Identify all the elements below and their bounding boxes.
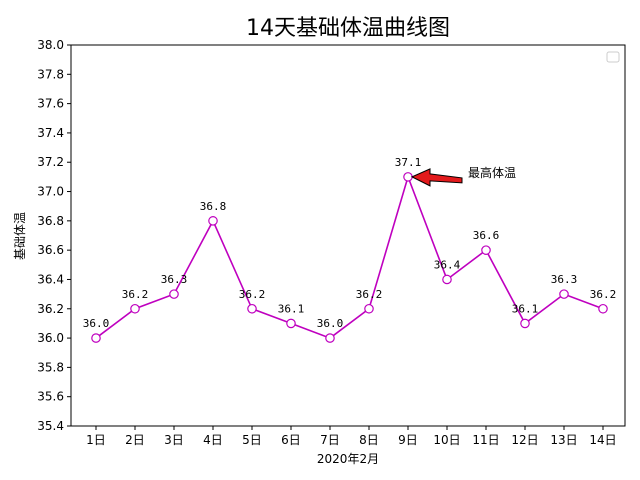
data-label: 36.1 xyxy=(512,302,539,315)
y-axis: 35.4 35.6 35.8 36.0 36.2 36.4 36.6 36.8 37.0 37.2… xyxy=(37,38,71,433)
data-point xyxy=(91,333,101,343)
x-tick-label: 13日 xyxy=(550,433,577,447)
annotation-text: 最高体温 xyxy=(468,165,516,180)
data-label: 36.3 xyxy=(161,273,188,286)
x-tick-label: 11日 xyxy=(472,433,499,447)
data-point xyxy=(325,333,335,343)
x-tick-label: 4日 xyxy=(203,433,223,447)
x-tick-label: 6日 xyxy=(281,433,301,447)
data-point xyxy=(481,245,491,255)
data-point xyxy=(208,216,218,226)
data-point xyxy=(169,289,179,299)
data-point xyxy=(364,303,374,314)
chart-title: 14天基础体温曲线图 xyxy=(246,16,450,41)
data-point xyxy=(130,303,140,314)
y-tick-label: 35.8 xyxy=(37,360,64,374)
x-tick-label: 9日 xyxy=(398,433,418,447)
data-label: 36.0 xyxy=(83,317,110,330)
data-label: 36.1 xyxy=(278,302,305,315)
y-tick-label: 37.2 xyxy=(37,155,64,169)
data-label: 37.1 xyxy=(395,156,422,169)
data-label: 36.2 xyxy=(590,288,617,301)
y-tick-label: 38.0 xyxy=(37,38,64,52)
y-tick-label: 36.0 xyxy=(37,331,64,345)
y-tick-label: 37.6 xyxy=(37,97,64,111)
x-tick-label: 3日 xyxy=(164,433,184,447)
data-point xyxy=(442,274,452,285)
data-label: 36.2 xyxy=(122,288,149,301)
data-label: 36.8 xyxy=(200,200,227,213)
data-point xyxy=(520,318,530,329)
y-tick-label: 36.8 xyxy=(37,214,64,228)
x-tick-label: 2日 xyxy=(125,433,145,447)
legend-box xyxy=(606,51,620,63)
data-point xyxy=(598,303,608,314)
x-tick-label: 1日 xyxy=(86,433,106,447)
data-label: 36.6 xyxy=(473,229,500,242)
x-tick-label: 10日 xyxy=(433,433,460,447)
y-tick-label: 35.6 xyxy=(37,390,64,404)
x-tick-label: 5日 xyxy=(242,433,262,447)
data-point xyxy=(247,303,257,314)
plot-area xyxy=(70,44,626,427)
x-tick-label: 7日 xyxy=(320,433,340,447)
x-tick-label: 8日 xyxy=(359,433,379,447)
annotation: 最高体温 xyxy=(410,165,516,187)
annotation-arrow xyxy=(410,168,463,187)
data-label: 36.4 xyxy=(434,258,461,271)
y-tick-label: 36.6 xyxy=(37,243,64,257)
x-tick-label: 12日 xyxy=(511,433,538,447)
y-axis-label: 基础体温 xyxy=(13,212,27,260)
series: 36.0 36.2 36.3 36.8 36.2 36.1 36.0 36.2 37.1 36.4… xyxy=(83,156,617,343)
x-axis-label: 2020年2月 xyxy=(317,452,379,466)
series-line xyxy=(95,174,604,339)
y-tick-label: 36.4 xyxy=(37,272,64,286)
y-tick-label: 36.2 xyxy=(37,302,64,316)
y-tick-label: 37.4 xyxy=(37,126,64,140)
data-point xyxy=(559,289,569,299)
x-tick-label: 14日 xyxy=(589,433,616,447)
data-label: 36.2 xyxy=(356,288,383,301)
x-axis: 1日 2日 3日 4日 5日 6日 7日 8日 9日 10日 11日 12日 13日 14日 xyxy=(86,426,617,447)
data-label: 36.0 xyxy=(317,317,344,330)
y-tick-label: 37.0 xyxy=(37,185,64,199)
data-label: 36.2 xyxy=(239,288,266,301)
data-point xyxy=(286,318,296,329)
y-tick-label: 35.4 xyxy=(37,419,64,433)
y-tick-label: 37.8 xyxy=(37,67,64,81)
data-label: 36.3 xyxy=(551,273,578,286)
